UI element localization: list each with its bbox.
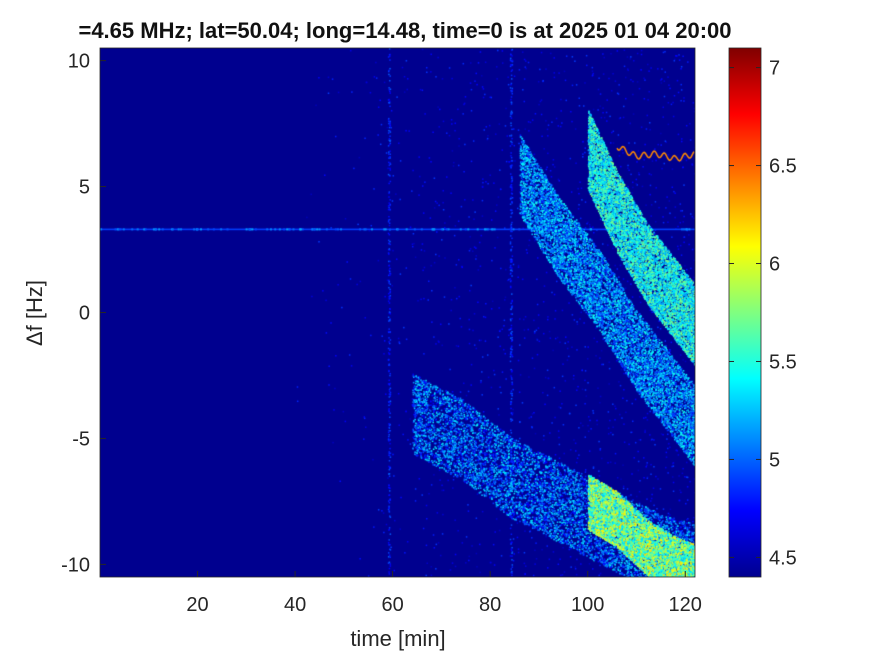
x-tick-label: 120 — [669, 594, 702, 616]
colorbar-tick-label: 4.5 — [769, 547, 797, 569]
y-tick-label: -10 — [61, 554, 90, 576]
y-tick-label: 10 — [68, 51, 90, 73]
plot-area: 20 40 60 80 100 120 -10 -5 0 5 10 — [61, 48, 702, 616]
colorbar-tick-label: 6.5 — [769, 156, 797, 178]
colorbar-tick-label: 7 — [769, 58, 780, 80]
x-axis: 20 40 60 80 100 120 — [186, 571, 702, 616]
chart-title: =4.65 MHz; lat=50.04; long=14.48, time=0… — [78, 18, 731, 43]
colorbar-tick-label: 5 — [769, 449, 780, 471]
y-axis: -10 -5 0 5 10 — [61, 51, 106, 576]
colorbar-ticks: 4.5 5 5.5 6 6.5 7 — [729, 58, 797, 569]
y-tick-label: -5 — [72, 428, 90, 450]
colorbar-frame — [728, 47, 762, 578]
y-tick-label: 5 — [79, 177, 90, 199]
x-axis-label: time [min] — [350, 626, 445, 651]
x-tick-label: 60 — [381, 594, 403, 616]
x-tick-label: 40 — [284, 594, 306, 616]
colorbar: 4.5 5 5.5 6 6.5 7 — [728, 47, 797, 578]
x-tick-label: 80 — [479, 594, 501, 616]
x-tick-label: 20 — [186, 594, 208, 616]
x-tick-label: 100 — [571, 594, 604, 616]
y-axis-label: Δf [Hz] — [22, 280, 47, 346]
colorbar-tick-label: 6 — [769, 254, 780, 276]
colorbar-tick-label: 5.5 — [769, 351, 797, 373]
plot-frame — [99, 47, 696, 578]
y-tick-label: 0 — [79, 303, 90, 325]
colorbar-gradient — [729, 48, 761, 577]
